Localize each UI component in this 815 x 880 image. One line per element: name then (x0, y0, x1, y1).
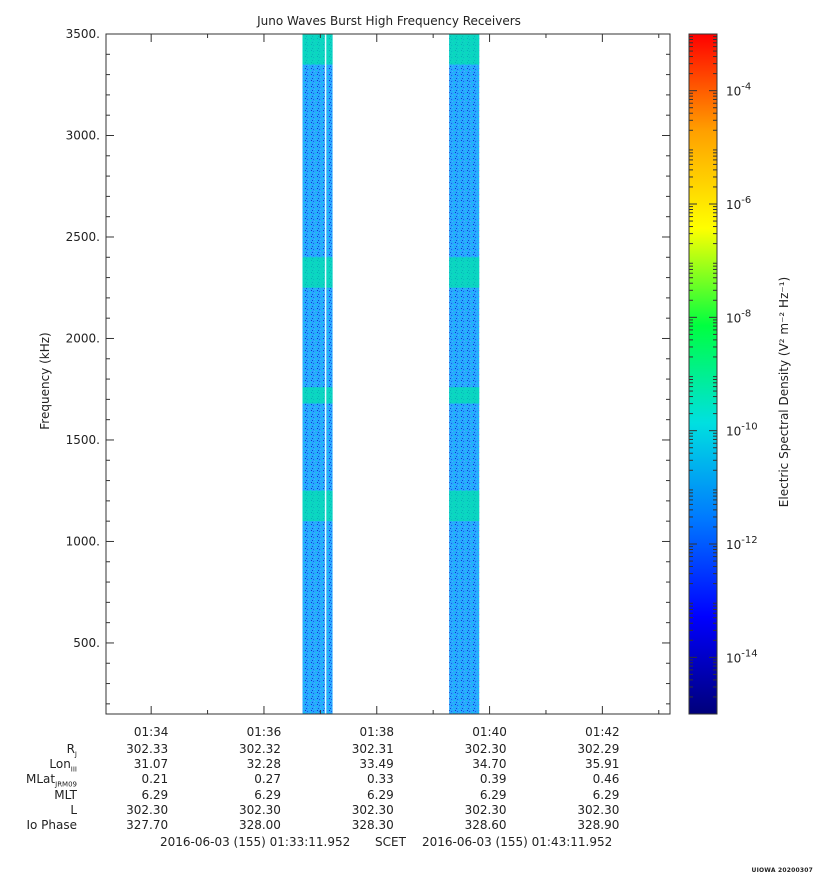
ephemeris-value: 35.91 (585, 757, 620, 772)
ephemeris-value: 302.30 (577, 802, 620, 817)
ephemeris-value: 0.46 (592, 772, 620, 787)
enhanced-band-1-3 (302, 490, 333, 522)
ephemeris-value: 31.07 (133, 757, 169, 772)
enhanced-band-1-1 (302, 387, 333, 404)
enhanced-band-2-2 (449, 257, 480, 288)
ephemeris-value: 302.30 (351, 802, 394, 817)
ephemeris-value: 328.00 (238, 818, 281, 832)
plot-frame (105, 33, 671, 715)
ephemeris-value: 34.70 (472, 757, 507, 772)
ephemeris-value: 302.30 (464, 742, 507, 756)
ephemeris-label: Io Phase (26, 818, 77, 832)
ephemeris-value: 302.30 (464, 802, 507, 817)
ephemeris-value: 302.33 (126, 742, 169, 756)
ephemeris-value: 6.29 (254, 787, 281, 802)
y-axis-label: Frequency (kHz) (38, 332, 52, 429)
colorbar-label: Electric Spectral Density (V² m⁻² Hz⁻¹) (777, 277, 791, 507)
ephemeris-value: 33.49 (359, 757, 394, 772)
ephemeris-value: 0.33 (367, 772, 394, 787)
ephemeris-value: 302.30 (126, 802, 169, 817)
chart-title: Juno Waves Burst High Frequency Receiver… (256, 14, 521, 28)
ephemeris-value: 327.70 (126, 818, 169, 832)
plot-area (302, 34, 480, 714)
colorbar-tick-label: 10-8 (726, 308, 751, 325)
ephemeris-value: 6.29 (592, 787, 620, 802)
x-tick-label: 01:42 (585, 725, 620, 739)
enhanced-band-2-4 (449, 34, 480, 65)
x-tick-label: 01:38 (359, 725, 394, 739)
ephemeris-label: L (70, 802, 77, 817)
colorbar-tick-label: 10-6 (726, 195, 751, 212)
data-block-2 (449, 34, 480, 714)
enhanced-band-2-3 (449, 490, 480, 522)
x-tick-label: 01:40 (472, 725, 507, 739)
ephemeris-value: 302.31 (351, 742, 394, 756)
footer-scet-label: SCET (375, 835, 406, 849)
ephemeris-value: 302.29 (577, 742, 620, 756)
ephemeris-value: 0.39 (479, 772, 507, 787)
y-tick-label: 2500. (66, 230, 100, 244)
colorbar: 10-4 10-6 10-8 10-10 10-12 10-14 (688, 33, 758, 715)
y-tick-label: 1000. (66, 534, 100, 548)
ephemeris-value: 6.29 (479, 787, 507, 802)
ephemeris-value: 6.29 (367, 787, 394, 802)
y-tick-label: 500. (73, 636, 100, 650)
data-block-1 (302, 34, 333, 714)
y-tick-label: 1500. (66, 433, 100, 447)
y-tick-label: 3000. (66, 128, 100, 142)
colorbar-tick-label: 10-4 (726, 82, 751, 99)
ephemeris-label: MLatJRM09 (26, 772, 77, 789)
ephemeris-value: 302.30 (238, 802, 281, 817)
colorbar-tick-label: 10-10 (726, 422, 758, 439)
ephemeris-value: 0.21 (141, 772, 169, 787)
enhanced-band-1-4 (302, 34, 333, 65)
axes: 500. 1000. 1500. 2000. 2500. 3000. 3500. 01:34 0… (66, 27, 671, 739)
colorbar-gradient (688, 33, 718, 715)
ephemeris-value: 328.30 (351, 818, 394, 832)
enhanced-band-1-2 (302, 257, 333, 288)
ephemeris-value: 328.90 (577, 818, 620, 832)
version-stamp: UIOWA 20200307 (751, 867, 813, 874)
y-tick-label: 2000. (66, 331, 100, 345)
footer-start-time: 2016-06-03 (155) 01:33:11.952 (160, 835, 351, 849)
footer-end-time: 2016-06-03 (155) 01:43:11.952 (422, 835, 613, 849)
ephemeris-value: 32.28 (246, 757, 281, 772)
y-tick-label: 3500. (66, 27, 100, 41)
ephemeris-label: LonIII (49, 757, 77, 774)
x-tick-label: 01:34 (134, 725, 169, 739)
x-tick-label: 01:36 (247, 725, 282, 739)
ephemeris-label: RJ (66, 742, 77, 759)
ephemeris-value: 0.27 (254, 772, 281, 787)
colorbar-tick-label: 10-14 (726, 648, 758, 665)
colorbar-tick-label: 10-12 (726, 535, 758, 552)
ephemeris-value: 6.29 (141, 787, 169, 802)
ephemeris-value: 328.60 (464, 818, 507, 832)
ephemeris-value: 302.32 (238, 742, 281, 756)
enhanced-band-2-1 (449, 387, 480, 404)
ephemeris-label: MLT (54, 787, 77, 802)
